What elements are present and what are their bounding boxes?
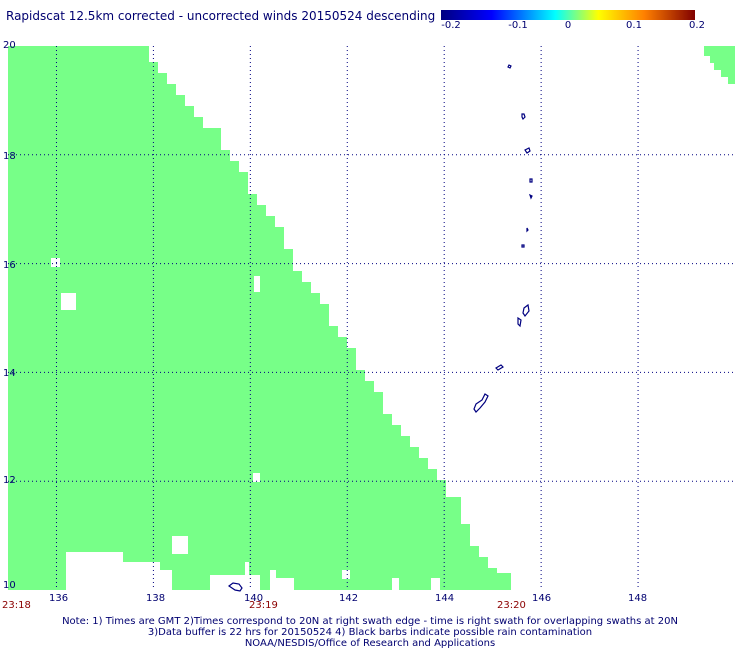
- lon-label-142: 142: [339, 593, 359, 604]
- footnote-line-2: 3)Data buffer is 22 hrs for 20150524 4) …: [147, 627, 593, 638]
- time-label-2: 23:19: [249, 600, 278, 611]
- data-gap-5: [172, 536, 188, 554]
- lon-label-146: 146: [532, 593, 552, 604]
- lat-label-20: 20: [3, 40, 16, 51]
- data-gap-12: [245, 562, 249, 590]
- swath-main: [8, 46, 511, 590]
- colorbar-label-max: 0.2: [689, 20, 705, 31]
- time-label-3: 23:20: [497, 600, 526, 611]
- data-gap-16: [392, 578, 399, 590]
- lon-label-148: 148: [628, 593, 648, 604]
- island-5: [528, 193, 533, 200]
- colorbar-label-pos: 0.1: [626, 20, 642, 31]
- lat-label-10: 10: [3, 580, 16, 591]
- time-label-1: 23:18: [2, 600, 31, 611]
- colorbar: [441, 10, 695, 20]
- data-gap-15: [342, 570, 350, 579]
- lat-lon-gridlines: [8, 46, 735, 590]
- lat-label-18: 18: [3, 151, 16, 162]
- island-4: [529, 178, 533, 183]
- colorbar-label-zero: 0: [564, 20, 572, 31]
- footnotes: Note: 1) Times are GMT 2)Times correspon…: [0, 616, 740, 649]
- data-gap-13: [270, 570, 276, 590]
- swath-data-gaps: [51, 258, 440, 590]
- colorbar-label-neg: -0.1: [508, 20, 528, 31]
- lon-label-140: 140: [244, 593, 264, 604]
- colorbar-label-min: -0.2: [441, 20, 461, 31]
- footnote-line-1: Note: 1) Times are GMT 2)Times correspon…: [62, 616, 678, 627]
- lon-label-138: 138: [146, 593, 166, 604]
- island-2: [521, 113, 526, 121]
- data-gap-9: [116, 562, 128, 590]
- lat-label-14: 14: [3, 368, 16, 379]
- island-8: [522, 303, 530, 318]
- island-11: [473, 393, 489, 413]
- data-gap-6: [93, 552, 123, 562]
- island-12: [227, 582, 243, 592]
- footnote-line-3: NOAA/NESDIS/Office of Research and Appli…: [244, 638, 496, 649]
- island-9: [517, 316, 522, 328]
- data-gap-2: [61, 293, 76, 310]
- lon-label-144: 144: [435, 593, 455, 604]
- lat-label-16: 16: [3, 260, 16, 271]
- island-6: [526, 227, 529, 233]
- island-coastlines: [227, 64, 533, 592]
- map-title: Rapidscat 12.5km corrected - uncorrected…: [6, 9, 436, 23]
- data-gap-4: [253, 473, 260, 482]
- lat-label-12: 12: [3, 475, 16, 486]
- data-gap-17: [431, 578, 440, 590]
- lon-label-136: 136: [49, 593, 69, 604]
- swath-coverage: [8, 46, 735, 590]
- island-7: [521, 244, 525, 248]
- island-1: [507, 64, 512, 69]
- data-gap-14: [276, 578, 294, 590]
- data-gap-11: [210, 575, 260, 590]
- swath-upper-right: [704, 46, 735, 84]
- island-10: [495, 364, 504, 371]
- colorbar-gradient: [441, 10, 695, 20]
- data-gap-10: [140, 570, 172, 590]
- data-gap-1: [51, 258, 60, 267]
- data-gap-3: [254, 276, 260, 292]
- island-3: [524, 147, 531, 154]
